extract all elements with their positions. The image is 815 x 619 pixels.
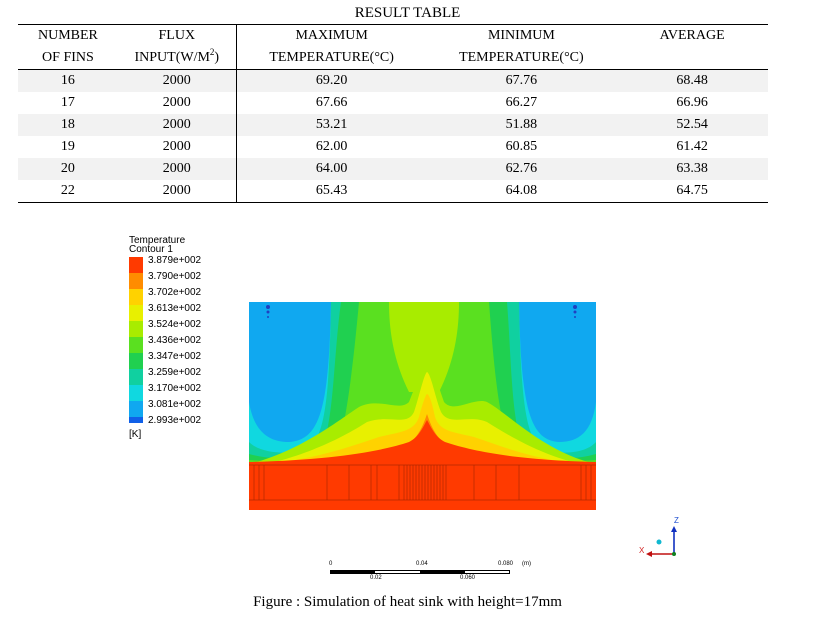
cell-max: 53.21 [236, 114, 427, 136]
cell-max: 65.43 [236, 180, 427, 203]
cell-avg: 63.38 [616, 158, 768, 180]
scale-label-008: 0.080 [498, 561, 514, 567]
subheader-flux-close: ) [214, 50, 220, 65]
legend-title-line1: Temperature [129, 235, 186, 246]
cell-max: 62.00 [315, 139, 348, 154]
legend-swatch [129, 369, 143, 385]
subheader-fins: OF FINS [18, 47, 118, 70]
cell-max: 64.00 [236, 158, 427, 180]
legend-swatch [129, 417, 143, 423]
legend-level-label: 3.702e+002 [148, 287, 202, 298]
legend-swatch [129, 273, 143, 289]
subheader-flux-text: INPUT(W/M [134, 50, 210, 65]
table-row: 19 2000 62.00 60.85 61.42 [18, 136, 768, 158]
figure-caption: Figure : Simulation of heat sink with he… [253, 594, 562, 610]
scale-unit: (m) [522, 561, 531, 567]
table-row: 22 2000 65.43 64.08 64.75 [18, 180, 768, 203]
header-max: MAXIMUM [236, 24, 427, 47]
subheader-min: TEMPERATURE(°C) [426, 47, 617, 70]
cell-fins: 20 [18, 158, 118, 180]
table-row: 17 2000 67.66 66.27 66.96 [18, 92, 768, 114]
header-flux: FLUX [117, 24, 237, 47]
header-avg: AVERAGE [616, 24, 768, 47]
cell-min: 62.76 [426, 158, 617, 180]
table-row: 20 2000 64.00 62.76 63.38 [18, 158, 768, 180]
legend-level-label: 3.879e+002 [148, 255, 202, 266]
scale-label-0: 0 [329, 561, 333, 567]
table-header-row: NUMBER FLUX MAXIMUM MINIMUM AVERAGE [18, 24, 768, 47]
cell-max: 69.20 [236, 69, 427, 92]
legend-title: Temperature Contour 1 [129, 235, 186, 255]
cell-avg: 52.54 [616, 114, 768, 136]
header-min: MINIMUM [426, 24, 617, 47]
legend-swatch [129, 257, 143, 273]
legend-level-label: 3.347e+002 [148, 351, 202, 362]
legend-title-line2: Contour 1 [129, 244, 173, 255]
cell-min: 64.08 [426, 180, 617, 203]
scale-label-002: 0.02 [370, 575, 382, 581]
cell-avg: 64.75 [616, 180, 768, 203]
subheader-flux-exponent: 2 [209, 47, 215, 57]
cell-flux: 2000 [117, 180, 237, 203]
cell-fins: 17 [60, 95, 75, 110]
cell-fins: 16 [18, 69, 118, 92]
subheader-max: TEMPERATURE(°C) [236, 47, 427, 70]
temperature-contour-plot [249, 302, 596, 510]
fin-outlines [249, 464, 596, 501]
result-table: NUMBER FLUX MAXIMUM MINIMUM AVERAGE OF F… [18, 24, 768, 203]
inlet-markers [266, 305, 577, 318]
header-fins: NUMBER [18, 24, 118, 47]
cell-flux: 2000 [117, 92, 237, 114]
legend-swatch [129, 401, 143, 417]
cell-max: 67.66 [315, 95, 348, 110]
cell-fins: 19 [60, 139, 75, 154]
cell-fins: 22 [18, 180, 118, 203]
legend-level-label: 3.790e+002 [148, 271, 202, 282]
table-title: RESULT TABLE [354, 5, 461, 21]
table-row: 18 2000 53.21 51.88 52.54 [18, 114, 768, 136]
cell-flux: 2000 [117, 136, 237, 158]
scale-bar-segment [420, 570, 465, 574]
legend-level-label: 3.436e+002 [148, 335, 202, 346]
cell-min: 51.88 [426, 114, 617, 136]
cell-avg: 61.42 [676, 139, 708, 154]
scale-label-004: 0.04 [416, 561, 428, 567]
cell-fins: 18 [18, 114, 118, 136]
axis-x-label: X [639, 546, 645, 555]
cell-avg: 68.48 [616, 69, 768, 92]
scale-bar: 0 0.04 0.080 (m) 0.02 0.060 [329, 561, 531, 586]
cell-min: 67.76 [426, 69, 617, 92]
legend-level-label: 3.259e+002 [148, 367, 202, 378]
legend-level-label: 3.524e+002 [148, 319, 202, 330]
legend-swatch [129, 289, 143, 305]
contour-band-yellowgreen [389, 302, 459, 392]
axis-triad-arrows [646, 526, 677, 557]
legend-swatch [129, 353, 143, 369]
legend-swatch [129, 337, 143, 353]
axis-triad: Z X [636, 514, 686, 564]
table-subheader-row: OF FINS INPUT(W/M2) TEMPERATURE(°C) TEMP… [18, 47, 768, 70]
legend-swatch [129, 385, 143, 401]
cell-flux: 2000 [117, 69, 237, 92]
legend-level-label: 3.170e+002 [148, 383, 202, 394]
cell-flux: 2000 [117, 114, 237, 136]
subheader-flux: INPUT(W/M2) [117, 47, 237, 70]
legend-level-label: 2.993e+002 [148, 415, 202, 426]
legend-level-label: 3.081e+002 [148, 399, 202, 410]
legend-swatch [129, 305, 143, 321]
scale-bar-segment [330, 570, 375, 574]
legend-unit: [K] [129, 429, 142, 440]
legend-level-label: 3.613e+002 [148, 303, 202, 314]
cell-avg: 66.96 [676, 95, 708, 110]
scale-label-006: 0.060 [460, 575, 476, 581]
axis-z-label: Z [674, 516, 679, 525]
cell-min: 60.85 [505, 139, 538, 154]
table-row: 16 2000 69.20 67.76 68.48 [18, 69, 768, 92]
legend-swatch [129, 321, 143, 337]
subheader-avg [616, 47, 768, 70]
cell-min: 66.27 [505, 95, 538, 110]
contour-band-cold [287, 302, 561, 422]
cell-flux: 2000 [117, 158, 237, 180]
